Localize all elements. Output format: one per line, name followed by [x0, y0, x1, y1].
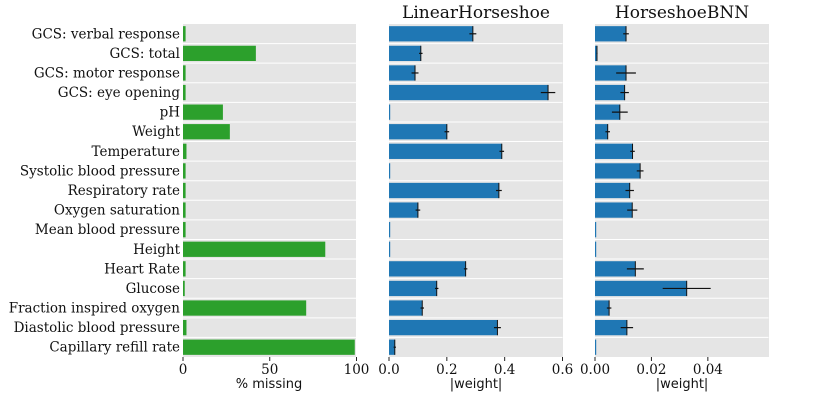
missing-tick-label: 0: [179, 362, 188, 378]
linearhorseshoe-bar: [389, 182, 499, 199]
linearhorseshoe-bar: [389, 339, 395, 355]
category-label: Height: [133, 242, 180, 258]
category-label: Diastolic blood pressure: [14, 320, 180, 336]
missing-bar: [183, 84, 186, 101]
missing-bar: [183, 339, 355, 355]
category-label: GCS: total: [109, 46, 180, 62]
horseshoebnn-bar: [595, 104, 620, 120]
panel-linearhorseshoe-title: LinearHorseshoe: [402, 3, 550, 23]
linearhorseshoe-bar: [389, 261, 466, 277]
horseshoebnn-bar: [595, 319, 627, 336]
missing-bar: [183, 300, 307, 316]
category-label: Capillary refill rate: [49, 340, 180, 356]
linearhorseshoe-bar: [389, 222, 391, 238]
horseshoebnn-bar: [595, 339, 597, 355]
missing-tick-label: 100: [344, 362, 370, 378]
linearhorseshoe-bar: [389, 104, 391, 120]
missing-bar: [183, 319, 187, 336]
linearhorseshoe-bar: [389, 300, 423, 316]
linearhorseshoe-tick-label: 0.2: [436, 362, 457, 378]
horseshoebnn-tick-label: 0.02: [636, 362, 666, 378]
horseshoebnn-bar: [595, 261, 636, 277]
category-label: Temperature: [92, 144, 180, 160]
linearhorseshoe-bar: [389, 280, 437, 297]
missing-bar: [183, 124, 230, 140]
horseshoebnn-bar: [595, 182, 630, 199]
horseshoebnn-tick-label: 0.04: [693, 362, 723, 378]
category-label: GCS: motor response: [34, 65, 180, 81]
category-label: Weight: [132, 124, 180, 140]
missing-bar: [183, 143, 187, 159]
linearhorseshoe-bar: [389, 163, 391, 179]
linearhorseshoe-bar: [389, 26, 473, 42]
horseshoebnn-tick-label: 0.00: [580, 362, 610, 378]
category-label: GCS: eye opening: [58, 85, 181, 101]
category-label: Mean blood pressure: [35, 222, 180, 238]
horseshoebnn-bar: [595, 124, 608, 140]
missing-bar: [183, 45, 256, 62]
category-label: Heart Rate: [104, 261, 180, 277]
horseshoebnn-bar: [595, 280, 687, 297]
missing-bar: [183, 241, 326, 257]
missing-bar: [183, 182, 186, 199]
category-label: Glucose: [126, 281, 180, 297]
linearhorseshoe-bar: [389, 45, 421, 62]
linearhorseshoe-bar: [389, 65, 416, 81]
panel-horseshoebnn-title: HorseshoeBNN: [615, 3, 749, 23]
horseshoebnn-bar: [595, 65, 627, 81]
panel-missing-xlabel: % missing: [236, 377, 302, 392]
missing-bar: [183, 222, 186, 238]
missing-bar: [183, 104, 223, 120]
missing-bar: [183, 26, 186, 42]
missing-tick-label: 50: [261, 362, 278, 378]
category-label: Respiratory rate: [68, 183, 180, 199]
linearhorseshoe-tick-label: 0.4: [494, 362, 515, 378]
missing-bar: [183, 163, 186, 179]
missing-bar: [183, 261, 186, 277]
linearhorseshoe-tick-label: 0.6: [552, 362, 573, 378]
linearhorseshoe-bar: [389, 84, 549, 101]
linearhorseshoe-bar: [389, 241, 391, 257]
horseshoebnn-bar: [595, 222, 597, 238]
category-label: Fraction inspired oxygen: [9, 301, 181, 317]
horseshoebnn-bar: [595, 45, 597, 62]
horseshoebnn-bar: [595, 26, 627, 42]
linearhorseshoe-bar: [389, 202, 418, 218]
category-label: Systolic blood pressure: [20, 163, 180, 179]
linearhorseshoe-bar: [389, 124, 447, 140]
linearhorseshoe-bar: [389, 143, 502, 159]
horseshoebnn-bar: [595, 202, 633, 218]
panel-linearhorseshoe-xlabel: |weight|: [450, 377, 503, 392]
horseshoebnn-bar: [595, 84, 625, 101]
horseshoebnn-bar: [595, 241, 597, 257]
category-label: pH: [160, 105, 181, 121]
missing-bar: [183, 280, 185, 297]
linearhorseshoe-bar: [389, 319, 498, 336]
missing-bar: [183, 202, 186, 218]
category-label: Oxygen saturation: [54, 203, 180, 219]
category-label: GCS: verbal response: [32, 26, 180, 42]
linearhorseshoe-tick-label: 0.0: [378, 362, 399, 378]
horseshoebnn-bar: [595, 143, 633, 159]
panel-horseshoebnn-xlabel: |weight|: [656, 377, 709, 392]
horseshoebnn-bar: [595, 300, 610, 316]
horseshoebnn-bar: [595, 163, 641, 179]
missing-bar: [183, 65, 186, 81]
